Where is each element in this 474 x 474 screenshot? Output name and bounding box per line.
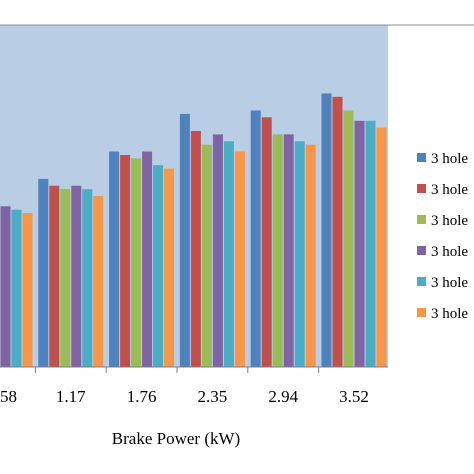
legend: 3 hole 3 hole 3 hole 3 hole 3 hole 3 hole <box>417 151 468 322</box>
legend-swatch <box>417 308 426 317</box>
bar <box>0 206 11 367</box>
bars-group <box>0 93 387 368</box>
bar <box>82 189 93 367</box>
x-axis-title: Brake Power (kW) <box>112 429 240 448</box>
bar <box>22 213 33 367</box>
legend-label: 3 hole <box>431 213 468 229</box>
bar <box>201 144 212 367</box>
x-tick-label: 1.17 <box>56 387 86 406</box>
legend-swatch <box>417 153 426 162</box>
legend-swatch <box>417 246 426 255</box>
bar <box>153 165 164 367</box>
bar <box>250 110 261 367</box>
x-tick-label: 2.35 <box>198 387 228 406</box>
legend-label: 3 hole <box>431 244 468 260</box>
bar <box>71 185 82 367</box>
bar <box>261 117 272 367</box>
bar <box>120 155 131 367</box>
bar <box>11 209 22 367</box>
legend-label: 3 hole <box>431 275 468 291</box>
legend-label: 3 hole <box>431 182 468 198</box>
bar <box>365 120 376 367</box>
bar <box>131 158 142 367</box>
bar <box>179 113 190 368</box>
bar <box>190 131 201 367</box>
bar <box>376 127 387 367</box>
x-tick-label: 2.94 <box>268 387 298 406</box>
bar <box>60 189 71 367</box>
legend-swatch <box>417 215 426 224</box>
x-axis: 58 1.17 1.76 2.35 2.94 3.52 <box>0 366 388 406</box>
bar <box>49 185 60 367</box>
bar <box>272 134 283 367</box>
legend-label: 3 hole <box>431 151 468 167</box>
bar <box>305 144 316 367</box>
bar <box>283 134 294 367</box>
x-tick-label: 1.76 <box>127 387 157 406</box>
legend-swatch <box>417 184 426 193</box>
bar <box>93 196 104 367</box>
bar <box>332 96 343 368</box>
bar <box>294 141 305 367</box>
legend-label: 3 hole <box>431 306 468 322</box>
x-tick-label: 58 <box>0 387 17 406</box>
bar <box>142 151 153 367</box>
bar <box>164 168 175 367</box>
bar <box>109 151 120 367</box>
bar <box>234 151 245 367</box>
bar <box>212 134 223 367</box>
x-tick-label: 3.52 <box>339 387 369 406</box>
bar <box>38 178 49 367</box>
bar <box>343 110 354 367</box>
legend-swatch <box>417 277 426 286</box>
bar <box>223 141 234 367</box>
bar <box>354 120 365 367</box>
bar <box>321 93 332 368</box>
